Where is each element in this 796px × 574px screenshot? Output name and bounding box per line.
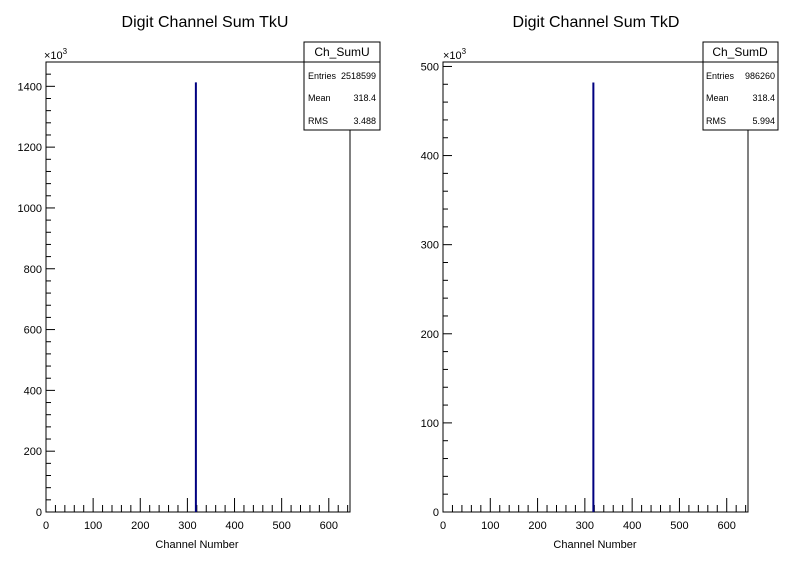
y-exponent-label: ×103	[44, 47, 68, 62]
x-tick-label: 500	[272, 520, 290, 532]
x-tick-label: 400	[623, 520, 641, 532]
x-tick-label: 400	[225, 520, 243, 532]
y-tick-label: 600	[24, 325, 42, 337]
stats-entries-value: 986260	[745, 71, 775, 81]
y-tick-label: 0	[36, 507, 42, 519]
y-tick-label: 0	[433, 507, 439, 519]
y-tick-label: 400	[24, 385, 42, 397]
stats-box: Ch_SumD Entries 986260 Mean 318.4 RMS 5.…	[702, 41, 779, 131]
histogram-panel-tku: Digit Channel Sum TkU 0 100 200 300 400 500 60…	[18, 14, 381, 551]
x-tick-label: 500	[670, 520, 688, 532]
stats-rms-value: 5.994	[752, 116, 775, 126]
x-axis-title: Channel Number	[155, 539, 238, 551]
y-tick-label: 200	[24, 446, 42, 458]
x-tick-label: 600	[320, 520, 338, 532]
x-axis-title: Channel Number	[553, 539, 636, 551]
stats-rms-label: RMS	[706, 116, 726, 126]
chart-title: Digit Channel Sum TkU	[122, 14, 289, 31]
y-tick-label: 500	[421, 61, 439, 73]
stats-box: Ch_SumU Entries 2518599 Mean 318.4 RMS 3…	[303, 41, 381, 131]
y-tick-label: 800	[24, 264, 42, 276]
y-exponent-label: ×103	[443, 47, 467, 62]
x-tick-label: 200	[528, 520, 546, 532]
x-tick-label: 100	[481, 520, 499, 532]
plot-frame	[442, 61, 749, 513]
x-tick-label: 100	[84, 520, 102, 532]
y-tick-label: 200	[421, 329, 439, 341]
chart-title: Digit Channel Sum TkD	[513, 14, 680, 31]
y-tick-label: 1000	[18, 203, 42, 215]
stats-entries-label: Entries	[308, 71, 337, 81]
stats-mean-label: Mean	[706, 93, 729, 103]
histogram-panel-tkd: Digit Channel Sum TkD 0 100 200 300 400 500 60…	[421, 14, 779, 551]
x-tick-label: 0	[43, 520, 49, 532]
x-tick-label: 300	[576, 520, 594, 532]
stats-rms-value: 3.488	[353, 116, 376, 126]
stats-mean-value: 318.4	[752, 93, 775, 103]
x-tick-label: 300	[178, 520, 196, 532]
y-tick-label: 100	[421, 418, 439, 430]
y-tick-label: 400	[421, 151, 439, 163]
stats-rms-label: RMS	[308, 116, 328, 126]
stats-entries-label: Entries	[706, 71, 735, 81]
y-tick-label: 1400	[18, 81, 42, 93]
plot-frame	[45, 61, 351, 513]
y-tick-label: 1200	[18, 142, 42, 154]
stats-title: Ch_SumU	[314, 45, 369, 59]
x-tick-label: 200	[131, 520, 149, 532]
stats-mean-label: Mean	[308, 93, 331, 103]
stats-title: Ch_SumD	[712, 45, 768, 59]
stats-entries-value: 2518599	[341, 71, 376, 81]
x-tick-label: 600	[718, 520, 736, 532]
y-tick-label: 300	[421, 240, 439, 252]
stats-mean-value: 318.4	[353, 93, 376, 103]
x-tick-label: 0	[440, 520, 446, 532]
